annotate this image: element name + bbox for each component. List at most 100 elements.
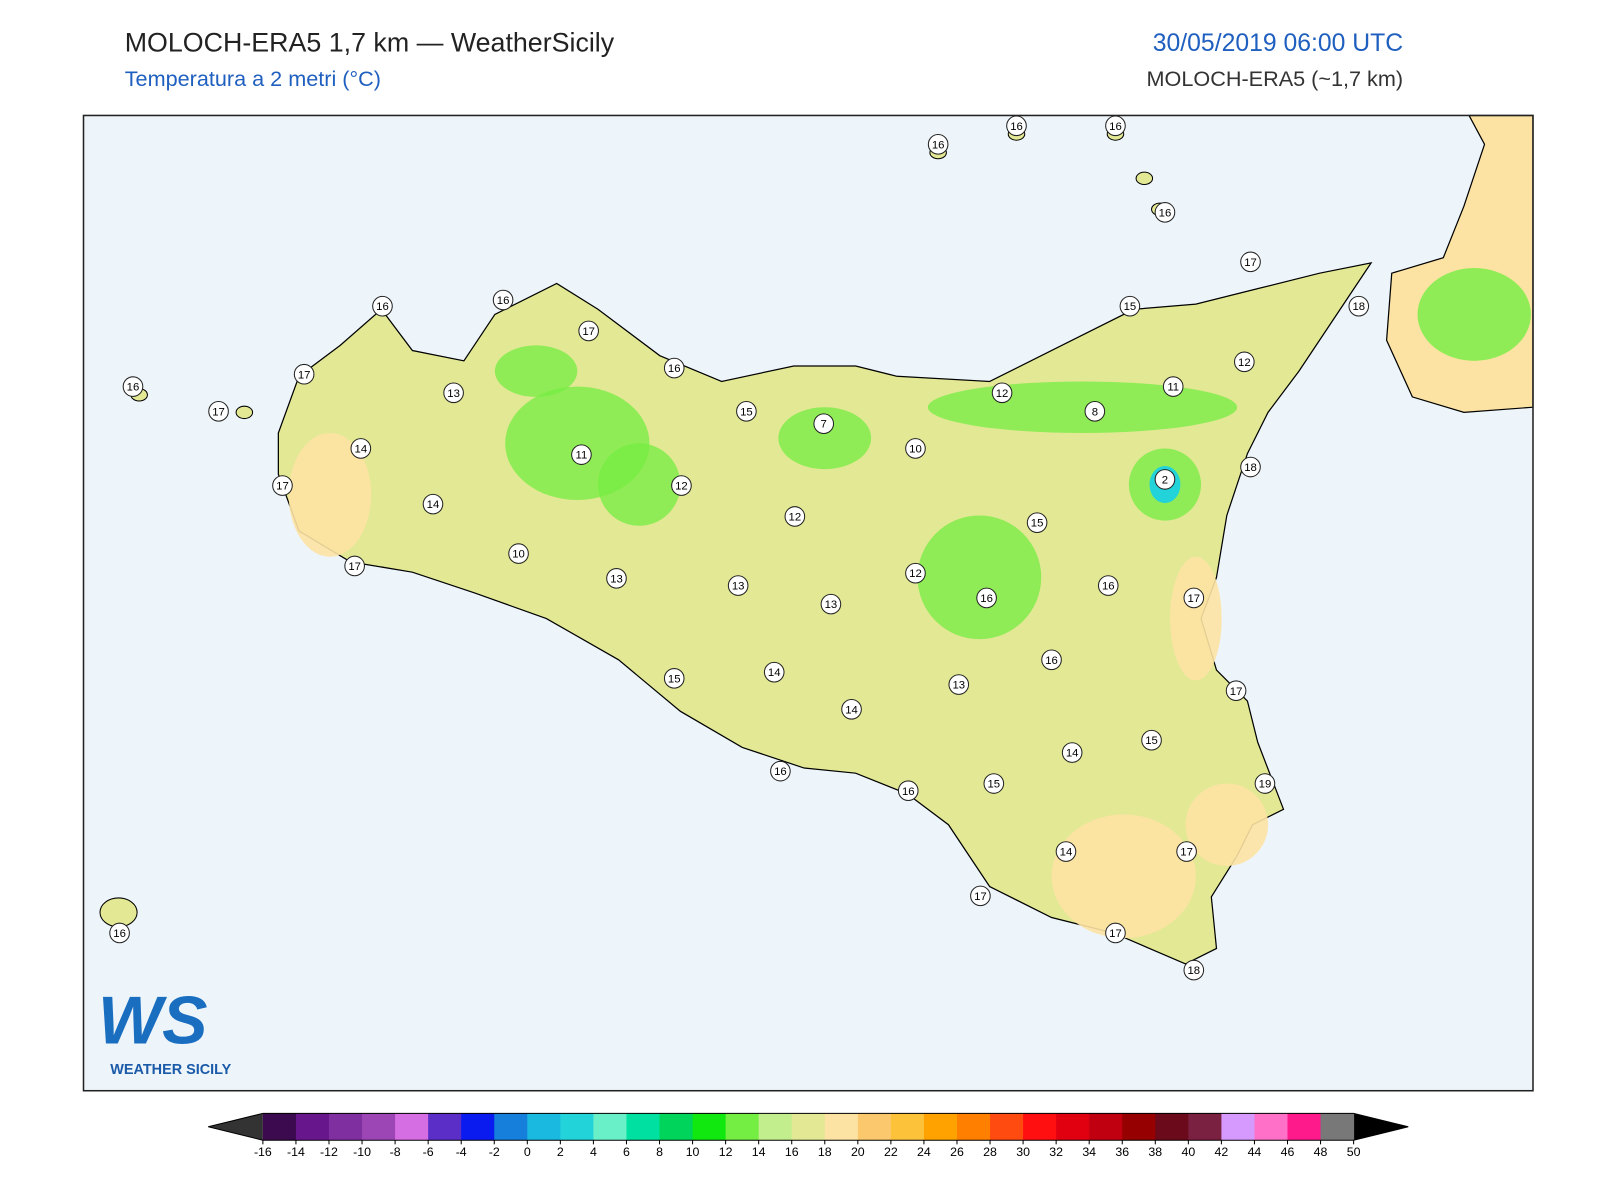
station-circle (1084, 401, 1106, 422)
colorbar-swatch (1122, 1113, 1156, 1141)
station-value: 15 (668, 673, 681, 685)
colorbar-swatch (1188, 1113, 1222, 1141)
station-value: 14 (768, 667, 781, 679)
station: 16 (976, 587, 997, 609)
station-value: 16 (113, 928, 126, 940)
colorbar-swatch (857, 1113, 892, 1141)
station: 12 (991, 382, 1013, 404)
station-value: 14 (1060, 847, 1073, 859)
datetime: 30/05/2019 06:00 UTC (1153, 30, 1403, 57)
station: 14 (1061, 742, 1083, 763)
station-value: 16 (1109, 121, 1122, 133)
colorbar-label: 20 (851, 1145, 865, 1159)
station: 12 (671, 475, 692, 496)
station-value: 16 (1010, 121, 1023, 133)
station-circle (109, 922, 130, 944)
colorbar: -16 -14 -12 -10 -8 -6 -4 -2 0 2 4 6 8 10 12 14 16 18 20 22 2… (208, 1112, 1409, 1159)
station-value: 12 (675, 481, 688, 493)
colorbar-swatch (1221, 1113, 1255, 1141)
station-circle (905, 438, 926, 459)
colorbar-label: 50 (1347, 1145, 1361, 1159)
station-circle (606, 568, 627, 589)
station-value: 12 (909, 568, 922, 580)
station-circle (671, 475, 692, 496)
colorbar-swatch (725, 1113, 760, 1141)
station-circle (1041, 649, 1062, 671)
colorbar-label: 40 (1181, 1145, 1195, 1159)
station: 11 (571, 444, 592, 465)
station: 16 (897, 780, 919, 802)
station-value: 13 (825, 599, 838, 611)
station-circle (372, 295, 393, 317)
colorbar-swatch (1023, 1113, 1057, 1141)
station-circle (1225, 680, 1247, 702)
colorbar-label: -4 (456, 1145, 467, 1159)
colorbar-swatch (560, 1113, 594, 1141)
station-value: 16 (902, 786, 915, 798)
station-circle (1162, 376, 1184, 397)
station: 2 (1154, 469, 1176, 490)
station: 16 (927, 134, 949, 155)
station-value: 11 (1167, 382, 1179, 394)
colorbar-label: -8 (390, 1145, 401, 1159)
colorbar-label: -14 (287, 1145, 305, 1159)
station-circle (272, 475, 293, 496)
island (235, 405, 254, 420)
station-circle (784, 506, 806, 527)
colorbar-swatch (328, 1113, 363, 1141)
station-value: 17 (276, 481, 289, 493)
station-value: 13 (447, 388, 460, 400)
colorbar-label: -6 (423, 1145, 434, 1159)
colorbar-label: 6 (623, 1145, 630, 1159)
station-circle (663, 668, 685, 689)
station: 17 (970, 885, 991, 907)
colorbar-label: 2 (557, 1145, 564, 1159)
colorbar-swatch (593, 1113, 627, 1141)
station-circle (727, 575, 749, 596)
colorbar-swatch (494, 1113, 528, 1141)
colorbar-swatch (990, 1113, 1024, 1141)
station-circle (813, 413, 835, 435)
colorbar-label: -10 (353, 1145, 371, 1159)
colorbar-label: 4 (590, 1145, 597, 1159)
station: 16 (1006, 115, 1027, 137)
station-circle (1097, 575, 1119, 596)
station: 16 (372, 295, 393, 317)
station-value: 17 (1109, 928, 1122, 940)
logo-mark: WS (98, 983, 208, 1059)
station: 14 (763, 661, 785, 683)
station-circle (927, 134, 949, 155)
station-value: 15 (1031, 518, 1044, 530)
colorbar-label: 30 (1016, 1145, 1030, 1159)
station-value: 19 (1259, 779, 1272, 791)
station: 14 (841, 698, 862, 720)
station-circle (344, 555, 365, 577)
colorbar-swatch (692, 1113, 727, 1141)
station-circle (492, 289, 514, 311)
colorbar-label: 36 (1115, 1145, 1129, 1159)
colorbar-swatch (1089, 1113, 1123, 1141)
station-circle (736, 401, 757, 422)
station: 10 (905, 438, 926, 459)
station-circle (1240, 456, 1261, 478)
station-circle (122, 376, 144, 397)
station-value: 18 (1244, 462, 1257, 474)
station: 16 (1154, 202, 1176, 223)
station-circle (1026, 512, 1048, 533)
station-circle (571, 444, 592, 465)
station-circle (443, 382, 464, 404)
warm-area (288, 432, 372, 557)
station-value: 18 (1188, 965, 1201, 977)
station-circle (970, 885, 991, 907)
colorbar-swatch (362, 1113, 396, 1141)
colorbar-swatch (527, 1113, 561, 1141)
station: 17 (344, 555, 365, 577)
station-value: 16 (980, 593, 993, 605)
station-circle (1006, 115, 1027, 137)
station-value: 17 (974, 891, 987, 903)
station: 13 (606, 568, 627, 589)
station-value: 16 (376, 301, 389, 313)
colorbar-label: 18 (818, 1145, 832, 1159)
colorbar-swatch (1287, 1113, 1322, 1141)
